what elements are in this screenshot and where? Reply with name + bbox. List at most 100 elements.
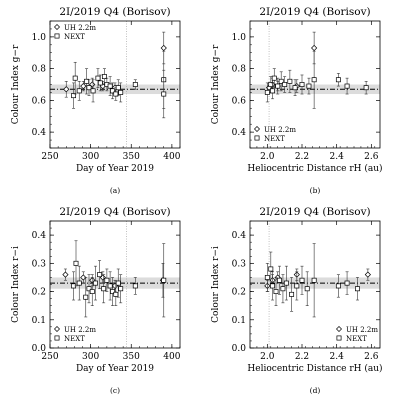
data-point-next bbox=[161, 91, 167, 97]
data-point-next bbox=[118, 89, 124, 95]
y-tick-label: 0.8 bbox=[32, 65, 47, 75]
data-point-next bbox=[270, 283, 275, 289]
panel-letter: (d) bbox=[310, 386, 321, 395]
x-tick-label: 250 bbox=[41, 152, 58, 162]
x-tick-label: 2.4 bbox=[330, 152, 345, 162]
data-point-next bbox=[76, 280, 82, 286]
y-tick-label: 1.0 bbox=[232, 33, 247, 43]
x-tick-label: 350 bbox=[123, 352, 140, 362]
y-axis-label: Colour Index g−r bbox=[11, 44, 21, 124]
data-point-next bbox=[270, 88, 275, 94]
y-tick-label: 0.2 bbox=[232, 288, 246, 298]
data-point-next bbox=[268, 266, 274, 272]
data-point-next bbox=[277, 277, 282, 283]
x-tick-label: 2.6 bbox=[364, 352, 379, 362]
data-point-next bbox=[278, 78, 284, 84]
data-point-next bbox=[110, 88, 116, 94]
legend-label-next: NEXT bbox=[264, 135, 285, 143]
data-point-next bbox=[264, 274, 270, 280]
data-point-uh bbox=[89, 81, 96, 88]
legend-marker-next bbox=[336, 335, 342, 341]
data-point-uh bbox=[63, 86, 70, 93]
chart-title: 2I/2019 Q4 (Borisov) bbox=[259, 206, 370, 218]
data-point-next bbox=[107, 283, 113, 289]
data-point-next bbox=[344, 83, 350, 89]
x-tick-label: 2.4 bbox=[330, 352, 345, 362]
y-tick-label: 0.4 bbox=[232, 231, 247, 241]
data-point-uh bbox=[160, 44, 167, 52]
data-point-next bbox=[83, 294, 89, 300]
data-point-next bbox=[280, 286, 286, 292]
data-point-next bbox=[101, 74, 107, 80]
legend-label-uh: UH 2.2m bbox=[346, 326, 378, 334]
data-point-next bbox=[282, 82, 288, 87]
data-point-uh bbox=[80, 274, 87, 281]
legend-marker-next bbox=[254, 135, 260, 141]
data-point-next bbox=[335, 283, 341, 289]
y-tick-label: 0.0 bbox=[232, 344, 247, 354]
chart-title: 2I/2019 Q4 (Borisov) bbox=[59, 6, 170, 18]
legend-marker-uh bbox=[336, 326, 342, 332]
data-point-uh bbox=[80, 82, 87, 90]
data-point-next bbox=[115, 85, 121, 91]
data-point-next bbox=[275, 83, 281, 89]
data-point-uh bbox=[364, 271, 371, 278]
data-point-next bbox=[283, 280, 289, 286]
data-point-next bbox=[299, 277, 305, 283]
data-point-next bbox=[306, 83, 312, 89]
data-point-next bbox=[271, 75, 277, 81]
x-axis-label: Heliocentric Distance rH (au) bbox=[247, 363, 382, 374]
chart-title: 2I/2019 Q4 (Borisov) bbox=[59, 206, 170, 218]
x-tick-label: 400 bbox=[163, 152, 180, 162]
panel-letter: (a) bbox=[110, 186, 120, 195]
data-point-next bbox=[344, 280, 350, 286]
data-point-next bbox=[95, 75, 101, 81]
chart-panel-2: 2I/2019 Q4 (Borisov) 2.0 2.2 2.4 2.6 0.4 0.6 0.… bbox=[211, 6, 383, 195]
legend-marker-uh bbox=[254, 126, 260, 132]
y-tick-label: 0.6 bbox=[32, 96, 47, 106]
data-point-next bbox=[132, 283, 138, 289]
legend-label-uh: UH 2.2m bbox=[64, 326, 96, 334]
data-point-next bbox=[89, 289, 95, 295]
data-point-next bbox=[93, 280, 98, 286]
data-point-next bbox=[132, 82, 138, 87]
y-tick-label: 0.1 bbox=[232, 316, 246, 326]
data-point-next bbox=[90, 88, 96, 94]
data-point-next bbox=[289, 291, 295, 297]
y-tick-label: 0.4 bbox=[32, 231, 47, 241]
x-axis-label: Day of Year 2019 bbox=[76, 364, 154, 374]
y-axis-label: Colour Index r−i bbox=[211, 246, 221, 323]
data-point-next bbox=[76, 88, 82, 94]
y-tick-label: 0.8 bbox=[232, 65, 247, 75]
x-tick-label: 2.2 bbox=[295, 152, 309, 162]
data-point-next bbox=[104, 277, 110, 283]
chart-title: 2I/2019 Q4 (Borisov) bbox=[259, 6, 370, 18]
legend-marker-next bbox=[54, 33, 60, 39]
x-tick-label: 250 bbox=[41, 352, 58, 362]
panel-letter: (b) bbox=[310, 186, 321, 195]
data-point-next bbox=[101, 286, 107, 292]
data-point-next bbox=[84, 78, 90, 84]
y-tick-label: 1.0 bbox=[32, 33, 47, 43]
legend-marker-uh bbox=[54, 326, 60, 332]
y-tick-label: 0.1 bbox=[32, 316, 46, 326]
y-tick-label: 0.2 bbox=[32, 288, 46, 298]
data-point-next bbox=[71, 93, 77, 99]
y-tick-label: 0.4 bbox=[232, 128, 247, 138]
legend-marker-uh bbox=[54, 24, 60, 30]
data-point-next bbox=[118, 286, 124, 292]
panel-letter: (c) bbox=[110, 386, 120, 395]
chart-panel-4: 2I/2019 Q4 (Borisov) 2.0 2.2 2.4 2.6 0.0 0.1 0.… bbox=[211, 206, 383, 395]
data-point-next bbox=[355, 286, 360, 292]
data-point-next bbox=[335, 77, 341, 83]
x-tick-label: 350 bbox=[123, 152, 140, 162]
data-point-next bbox=[273, 289, 279, 295]
data-point-next bbox=[363, 85, 369, 91]
y-tick-label: 0.3 bbox=[32, 259, 47, 269]
data-point-next bbox=[161, 277, 167, 283]
data-point-next bbox=[299, 82, 305, 87]
